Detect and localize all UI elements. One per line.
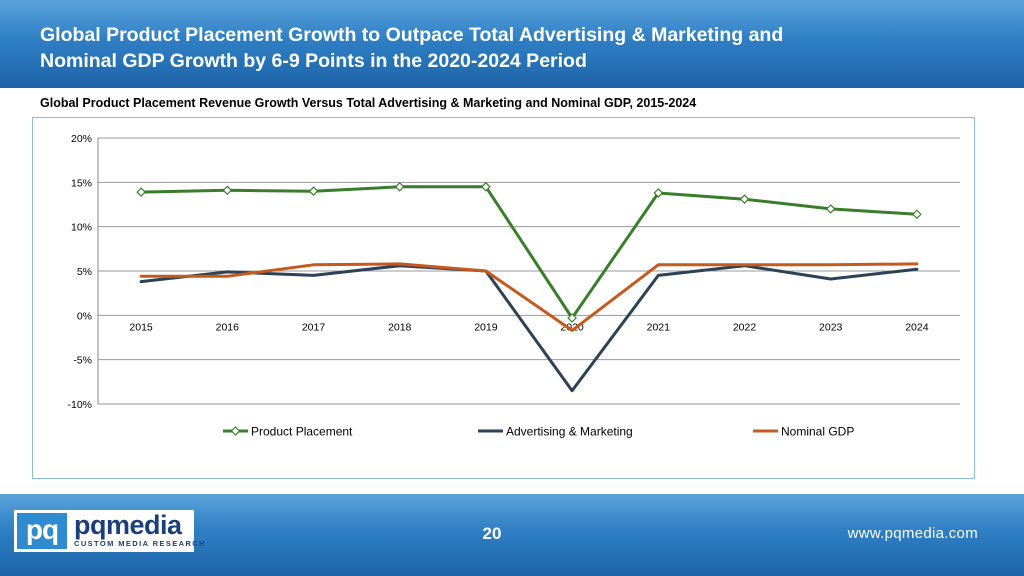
x-tick-label: 2016 [216, 321, 240, 333]
data-point [912, 209, 922, 220]
pqmedia-logo: pq pqmedia CUSTOM MEDIA RESEARCH [14, 510, 205, 552]
x-tick-label: 2022 [733, 321, 757, 333]
logo-mark: pq [17, 513, 67, 549]
data-point [308, 186, 319, 197]
line-chart: 20% 15% 10% 5% 0% -5% -10% 2015 2016 2017 2018 2019… [67, 133, 960, 439]
y-tick-label: 5% [77, 266, 92, 278]
slide-title-line-1: Global Product Placement Growth to Outpa… [40, 24, 784, 46]
y-tick-label: 15% [71, 177, 92, 189]
legend-label: Product Placement [251, 425, 353, 439]
y-tick-label: 10% [71, 222, 92, 234]
data-point [481, 181, 491, 192]
y-tick-label: -5% [73, 355, 92, 367]
slide-title-line-2: Nominal GDP Growth by 6-9 Points in the … [40, 50, 587, 72]
legend-label: Nominal GDP [781, 425, 854, 439]
website-link[interactable]: www.pqmedia.com [847, 525, 978, 542]
legend-marker [230, 426, 241, 436]
x-tick-label: 2015 [129, 321, 153, 333]
series-line-2 [139, 262, 919, 332]
x-tick-label: 2017 [302, 321, 326, 333]
data-point [739, 194, 750, 205]
legend-label: Advertising & Marketing [506, 425, 633, 439]
x-tick-label: 2024 [905, 321, 929, 333]
x-tick-label: 2019 [474, 321, 498, 333]
data-point [136, 187, 146, 197]
data-point [394, 181, 405, 192]
data-point [825, 204, 836, 214]
x-tick-label: 2023 [819, 321, 843, 333]
y-tick-label: 20% [71, 133, 92, 145]
x-tick-label: 2018 [388, 321, 412, 333]
chart-frame: 20% 15% 10% 5% 0% -5% -10% 2015 2016 2017 2018 2019… [32, 117, 975, 479]
logo-wordmark: pqmedia [74, 510, 182, 540]
y-tick-label: 0% [77, 310, 92, 322]
data-point [653, 188, 664, 198]
data-point [567, 313, 577, 323]
slide-footer: pq pqmedia CUSTOM MEDIA RESEARCH 20 www.… [0, 494, 1024, 576]
slide-title: Global Product Placement Growth to Outpa… [40, 22, 940, 74]
series-line-1 [139, 264, 919, 393]
series-line-0 [139, 185, 919, 320]
x-tick-label: 2021 [647, 321, 671, 333]
data-point [222, 185, 233, 196]
slide-header: Global Product Placement Growth to Outpa… [0, 0, 1024, 88]
logo-tagline: CUSTOM MEDIA RESEARCH [74, 539, 206, 548]
page-number: 20 [482, 524, 502, 543]
y-tick-label: -10% [67, 399, 92, 411]
chart-title: Global Product Placement Revenue Growth … [40, 96, 697, 110]
